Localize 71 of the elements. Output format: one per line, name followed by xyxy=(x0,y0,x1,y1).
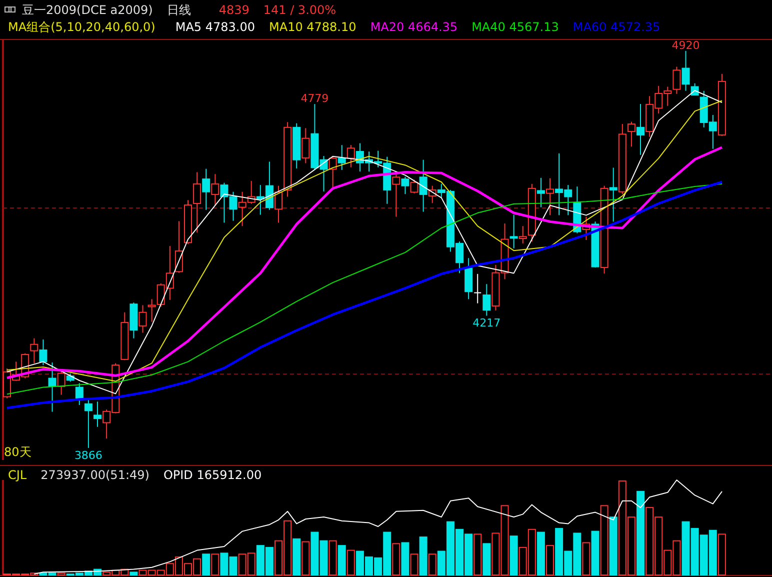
annotation: 4779 xyxy=(300,92,329,106)
bar xyxy=(546,545,554,576)
candlestick xyxy=(636,104,644,156)
candlestick xyxy=(401,176,410,195)
bar xyxy=(600,505,608,576)
candlestick xyxy=(682,50,690,92)
bar xyxy=(428,554,436,576)
bar xyxy=(609,516,618,576)
chart-title: CJL xyxy=(8,468,27,482)
candlestick xyxy=(536,177,545,208)
annotation: 3866 xyxy=(74,448,102,462)
text: MA10 4788.10 xyxy=(269,20,356,34)
candlestick xyxy=(672,66,681,94)
candlestick xyxy=(193,172,202,233)
bar xyxy=(328,540,337,576)
candlestick xyxy=(30,338,38,364)
bar xyxy=(346,550,355,576)
bar xyxy=(410,554,418,576)
candlestick xyxy=(392,174,400,218)
chart-subtitle: 日线 xyxy=(166,3,191,17)
bar xyxy=(718,534,726,576)
bar xyxy=(302,541,310,576)
candlestick xyxy=(274,185,282,224)
bar xyxy=(636,490,644,576)
text: MA组合(5,10,20,40,60,0) xyxy=(8,20,156,34)
bar xyxy=(510,536,518,576)
bar xyxy=(130,572,138,576)
candlestick xyxy=(627,121,636,148)
candlestick xyxy=(84,400,92,448)
candlestick xyxy=(546,178,554,216)
candlestick xyxy=(609,167,618,222)
candlestick xyxy=(94,401,102,428)
bar xyxy=(338,545,346,576)
bar xyxy=(211,554,220,576)
candlestick xyxy=(419,159,428,212)
bar xyxy=(401,542,410,576)
text: MA40 4567.13 xyxy=(472,20,559,34)
annotation: 4217 xyxy=(472,316,501,330)
candlestick xyxy=(211,174,220,206)
candlestick xyxy=(518,226,527,244)
candlestick xyxy=(474,273,482,304)
candlestick xyxy=(39,338,48,366)
annotation: 4920 xyxy=(672,38,700,52)
candlestick xyxy=(482,284,491,316)
candlestick xyxy=(346,144,355,168)
candlestick xyxy=(510,214,518,249)
bar xyxy=(392,543,400,576)
candlestick xyxy=(410,179,418,194)
chart-title: 豆一2009(DCE a2009) xyxy=(22,3,153,17)
text: MA60 4572.35 xyxy=(572,20,660,34)
text: OPID 165912.00 xyxy=(163,468,262,482)
text: 4839 xyxy=(218,3,250,17)
bar xyxy=(202,554,210,576)
annotation: 273937.00(51:49) xyxy=(40,468,150,482)
bar xyxy=(536,532,545,576)
candlestick xyxy=(202,168,210,210)
candlestick xyxy=(57,370,66,396)
bar xyxy=(582,542,590,576)
text: MA20 4664.35 xyxy=(370,20,458,34)
candlestick xyxy=(138,304,147,334)
candlestick xyxy=(338,144,346,170)
bar xyxy=(474,534,482,576)
text: MA5 4783.00 xyxy=(175,20,255,34)
bar xyxy=(419,536,428,576)
bar xyxy=(482,543,491,576)
candlestick xyxy=(464,258,473,300)
text: 141 / 3.00% xyxy=(263,3,336,17)
annotation: 80天 xyxy=(4,445,32,459)
bar xyxy=(292,538,301,576)
candlestick xyxy=(302,128,310,164)
bar xyxy=(591,530,600,576)
